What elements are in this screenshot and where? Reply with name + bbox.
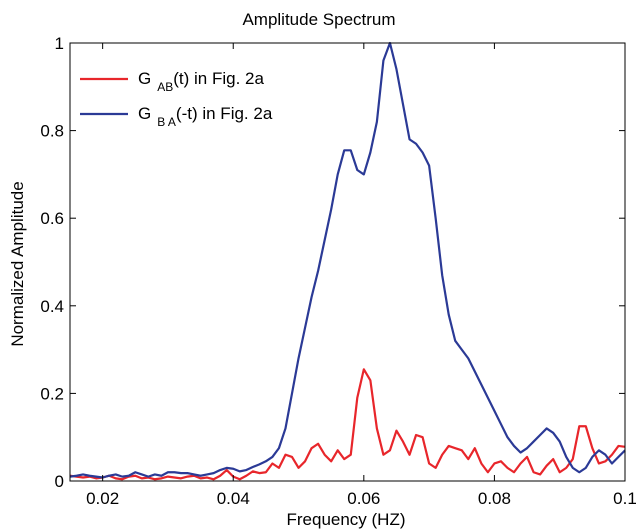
- y-tick-label: 0: [55, 472, 64, 491]
- y-tick-label: 0.2: [40, 384, 64, 403]
- y-axis-title: Normalized Amplitude: [8, 181, 27, 346]
- x-axis-title: Frequency (HZ): [286, 510, 405, 529]
- y-tick-label: 0.6: [40, 209, 64, 228]
- x-tick-label: 0.06: [347, 489, 380, 508]
- series-line-1: [69, 41, 626, 479]
- y-tick-label: 0.4: [40, 297, 64, 316]
- legend: G AB(t) in Fig. 2a G B A(-t) in Fig. 2a: [80, 69, 273, 129]
- x-tick-label: 0.08: [478, 489, 511, 508]
- chart-title: Amplitude Spectrum: [242, 10, 395, 29]
- x-tick-label: 0.1: [613, 489, 637, 508]
- legend-label-0: G AB(t) in Fig. 2a: [138, 69, 264, 94]
- series-line-0: [69, 368, 626, 481]
- y-tick-label: 1: [55, 34, 64, 53]
- axes-frame: [69, 42, 626, 482]
- x-tick-label: 0.02: [86, 489, 119, 508]
- y-tick-label: 0.8: [40, 122, 64, 141]
- x-tick-label: 0.04: [217, 489, 250, 508]
- plot-area: [69, 41, 626, 481]
